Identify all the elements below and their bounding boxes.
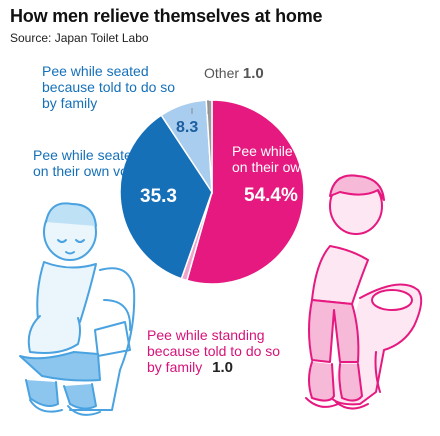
- label-standing-told-line3-row: by family 1.0: [147, 359, 280, 376]
- label-standing-told-line3: by family: [147, 359, 203, 375]
- label-seated-told-line1: Pee while seated: [42, 63, 149, 79]
- label-standing-own-line2: on their own volition: [232, 159, 356, 175]
- label-standing-own: Pee while standing on their own volition: [232, 143, 356, 175]
- leader-lines: [191, 100, 209, 114]
- label-seated-own-line1: Pee while seated: [33, 147, 140, 163]
- seated-man-illustration: [19, 202, 136, 416]
- label-standing-told: Pee while standing because told to do so…: [147, 327, 280, 376]
- value-seated-own: 35.3: [140, 186, 177, 207]
- label-other-text: Other: [204, 65, 240, 81]
- value-standing-own: 54.4%: [244, 185, 298, 206]
- label-standing-told-line2: because told to do so: [147, 343, 281, 359]
- value-seated-told: 8.3: [176, 119, 199, 136]
- label-other: Other 1.0: [204, 65, 264, 82]
- label-standing-told-line1: Pee while standing: [147, 327, 265, 343]
- pie-slice-4: [205, 99, 213, 193]
- standing-man-illustration: [305, 174, 423, 410]
- pie-slices: [119, 99, 305, 285]
- label-other-value: 1.0: [242, 65, 264, 82]
- pie-slice-0: [185, 99, 305, 285]
- label-seated-own: Pee while seated on their own volition: [33, 147, 157, 179]
- chart-source: Source: Japan Toilet Labo: [10, 31, 149, 45]
- label-standing-told-value: 1.0: [212, 359, 233, 376]
- pie-slice-2: [119, 114, 213, 280]
- label-seated-told-line2: because told to do so: [42, 79, 176, 95]
- label-seated-told-line3: by family: [42, 95, 98, 111]
- label-seated-told: Pee while seated because told to do so b…: [42, 63, 175, 111]
- chart-title: How men relieve themselves at home: [10, 6, 323, 26]
- label-seated-own-line2: on their own volition: [33, 163, 157, 179]
- label-standing-own-line1: Pee while standing: [232, 143, 350, 159]
